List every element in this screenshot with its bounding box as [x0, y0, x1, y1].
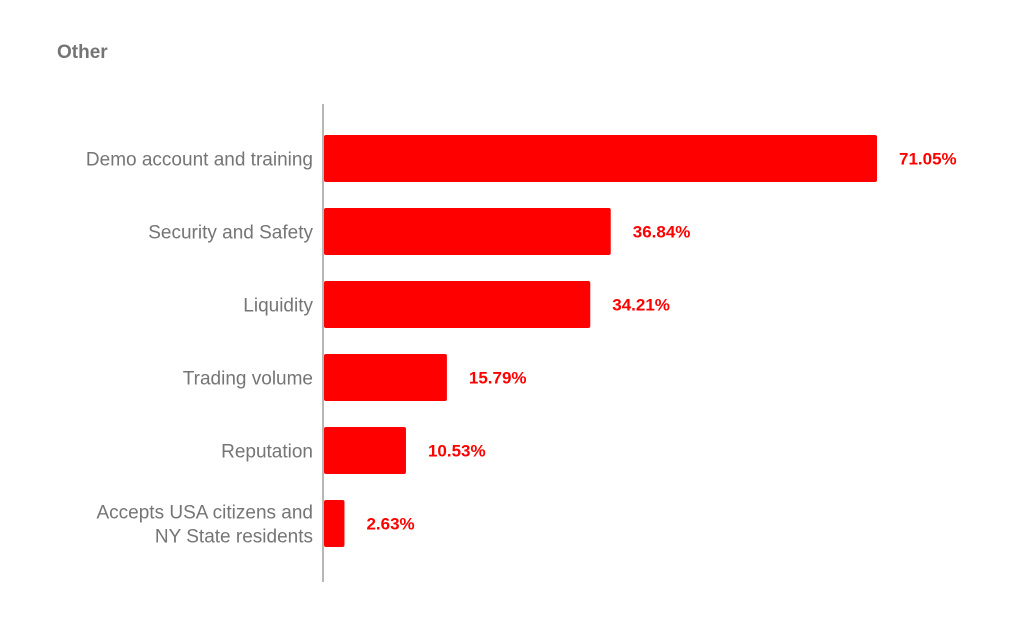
category-label-3: Trading volume [183, 369, 313, 390]
value-labels: 71.05% 36.84% 34.21% 15.79% 10.53% 2.63% [366, 150, 956, 534]
chart-title: Other [57, 42, 108, 63]
value-label-0: 71.05% [899, 150, 957, 169]
value-label-4: 10.53% [428, 442, 486, 461]
bar-0 [324, 135, 877, 182]
bar-2 [324, 281, 591, 328]
bar-5 [324, 500, 345, 547]
category-label-5-line-0: Accepts USA citizens and [97, 503, 314, 524]
bars-layer [324, 135, 877, 547]
category-label-0: Demo account and training [86, 150, 313, 171]
value-label-1: 36.84% [633, 223, 691, 242]
category-label-1: Security and Safety [148, 223, 313, 244]
value-label-5: 2.63% [366, 515, 414, 534]
bar-4 [324, 427, 406, 474]
category-label-4: Reputation [221, 442, 313, 463]
value-label-3: 15.79% [469, 369, 527, 388]
bar-3 [324, 354, 447, 401]
category-label-5-line-1: NY State residents [155, 527, 313, 548]
value-label-2: 34.21% [612, 296, 670, 315]
category-labels: Demo account and training Security and Sa… [86, 150, 314, 548]
bar-1 [324, 208, 611, 255]
category-label-2: Liquidity [243, 296, 313, 317]
